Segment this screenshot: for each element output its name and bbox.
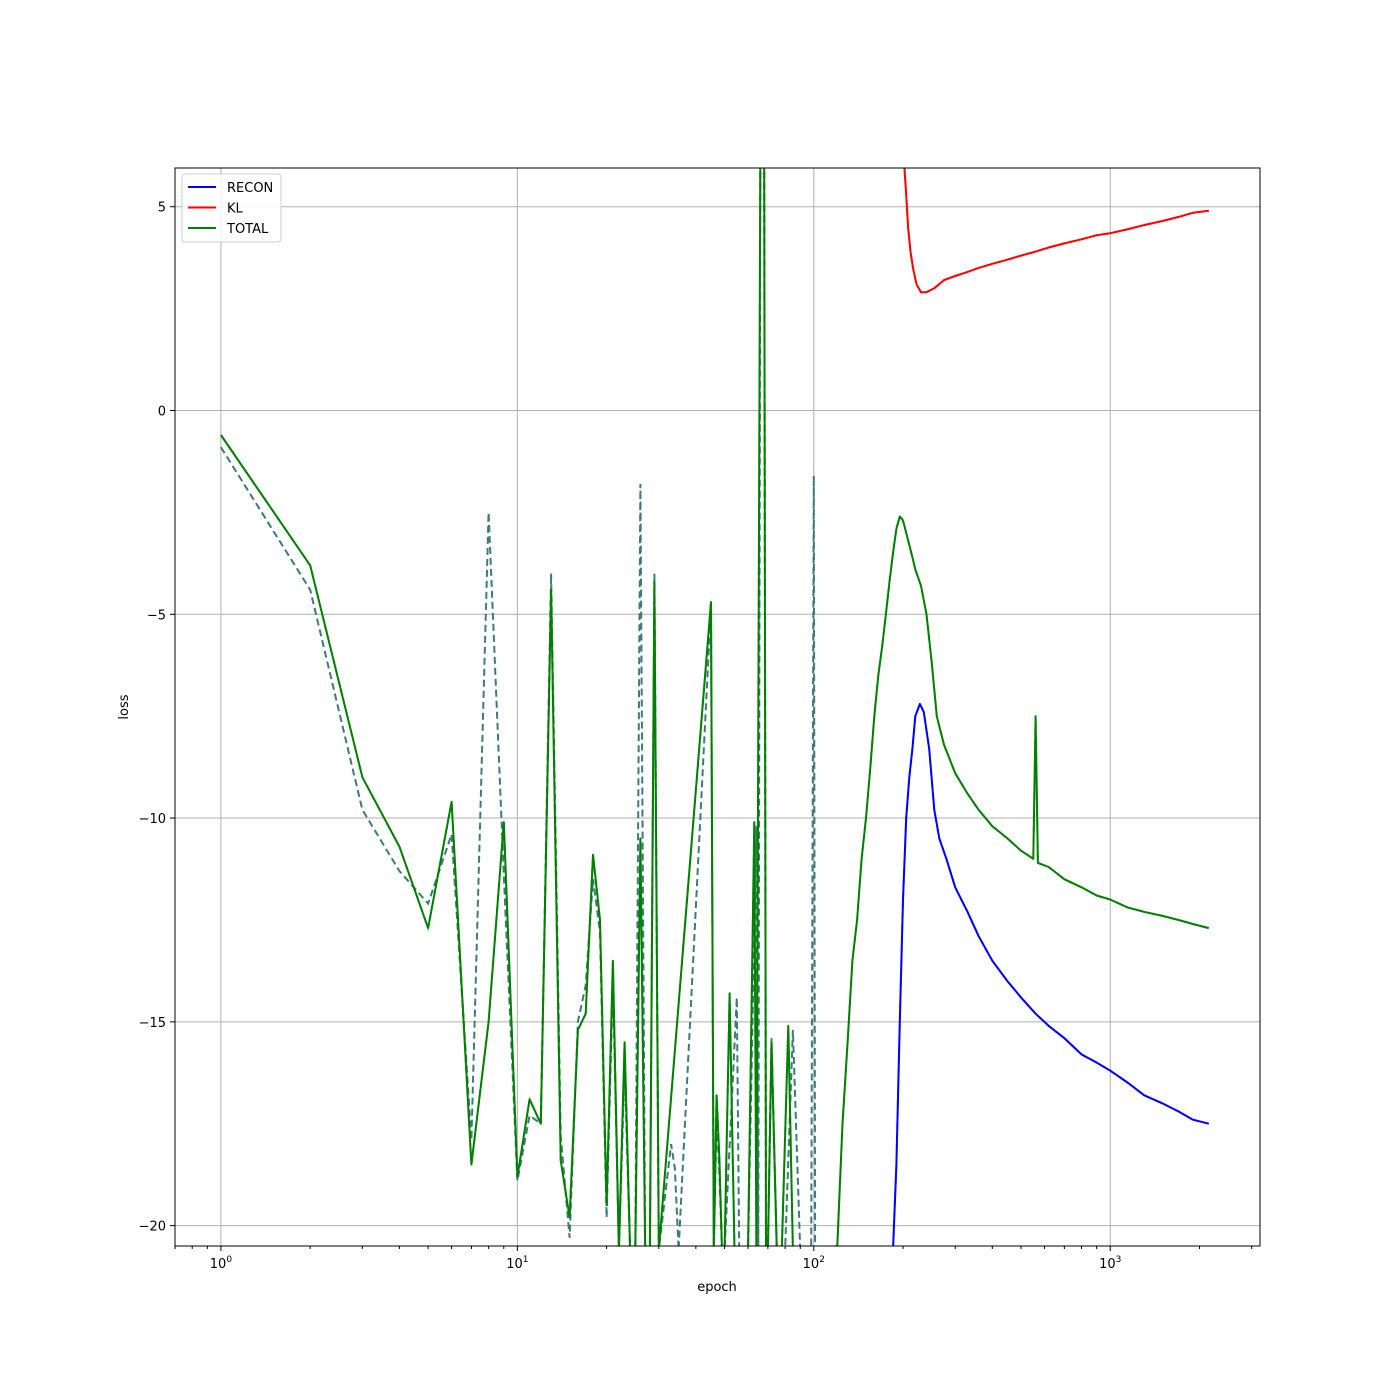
x-axis-title: epoch	[697, 1280, 737, 1295]
y-tick-label: 0	[158, 404, 166, 419]
y-tick-label: 5	[158, 201, 166, 216]
legend-item-kl-label: KL	[227, 202, 244, 217]
plot-background	[175, 168, 1260, 1246]
series-line-kl	[903, 168, 1209, 294]
series-line-recon	[892, 702, 1210, 1246]
plot-frame	[174, 167, 1261, 1247]
legend-item-recon-label: RECON	[227, 181, 273, 196]
ticks: 100 101 102 103 5 0 −5 −10 −15 −20	[139, 201, 1253, 1272]
x-tick-label: 102	[803, 1255, 825, 1272]
legend: RECON KL TOTAL	[181, 173, 282, 243]
y-tick-label: −20	[139, 1220, 166, 1235]
x-tick-label: 103	[1099, 1255, 1121, 1272]
series-group	[220, 168, 1210, 1246]
y-tick-label: −15	[139, 1016, 166, 1031]
y-tick-label: −10	[139, 812, 166, 827]
x-tick-label: 101	[506, 1255, 528, 1272]
y-tick-label: −5	[147, 608, 166, 623]
x-tick-label: 100	[210, 1255, 233, 1272]
y-axis-title: loss	[117, 694, 132, 719]
series-line-total	[220, 168, 1210, 1246]
legend-box	[181, 173, 282, 243]
legend-item-total-label: TOTAL	[226, 222, 269, 237]
